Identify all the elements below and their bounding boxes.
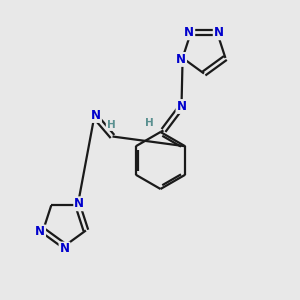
Text: H: H [106,120,116,130]
Text: N: N [59,242,70,256]
Text: N: N [35,226,45,238]
Text: N: N [91,109,101,122]
Text: N: N [74,197,84,210]
Text: H: H [145,118,154,128]
Text: N: N [176,53,186,66]
Text: N: N [214,26,224,39]
Text: N: N [176,100,187,113]
Text: N: N [184,26,194,39]
